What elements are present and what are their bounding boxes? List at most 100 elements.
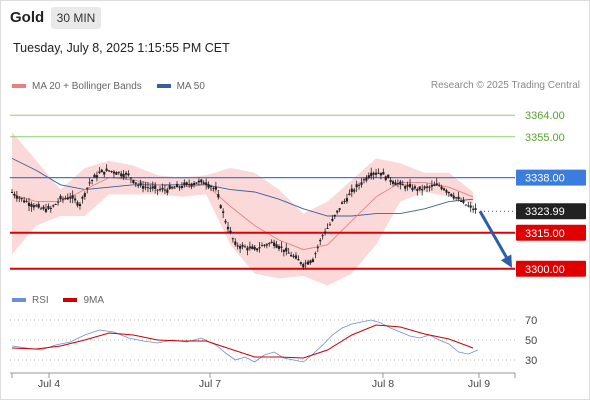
- candle-body: [350, 188, 353, 192]
- candle-body: [154, 185, 157, 189]
- candle-body: [37, 204, 40, 208]
- candle-body: [139, 182, 142, 186]
- candle-body: [355, 184, 358, 188]
- candle-body: [64, 198, 67, 199]
- candle-body: [455, 197, 458, 199]
- time-axis: Jul 4 Jul 7 Jul 8 Jul 9: [10, 372, 516, 390]
- candle-body: [163, 189, 167, 191]
- candle-body: [316, 247, 319, 249]
- ma20-label: MA 20 + Bollinger Bands: [32, 80, 142, 92]
- candle-body: [304, 262, 307, 264]
- candle-body: [112, 171, 116, 174]
- candle-body: [445, 190, 448, 193]
- candle-body: [464, 204, 467, 206]
- candle-body: [158, 189, 162, 191]
- candle-body: [134, 182, 137, 184]
- resistance-2-label: 3364.00: [525, 110, 565, 122]
- candle-body: [141, 186, 145, 189]
- candle-body: [98, 171, 101, 173]
- candle-body: [188, 184, 191, 186]
- candle-body: [365, 177, 368, 181]
- candle-body: [239, 246, 242, 249]
- candle-body: [462, 199, 465, 203]
- candle-body: [260, 245, 264, 247]
- candle-body: [299, 262, 302, 265]
- candle-body: [212, 187, 215, 189]
- candle-body: [333, 214, 336, 217]
- candle-body: [275, 244, 278, 248]
- candle-body: [377, 172, 380, 174]
- candle-body: [231, 238, 234, 240]
- candle-body: [319, 239, 322, 242]
- candle-body: [115, 172, 118, 175]
- candle-body: [35, 205, 38, 207]
- candle-body: [15, 195, 18, 199]
- candle-body: [20, 198, 23, 200]
- ma50-line: [11, 157, 474, 217]
- candle-body: [372, 172, 375, 175]
- candle-body: [302, 264, 305, 268]
- candle-body: [40, 208, 43, 210]
- candle-body: [209, 186, 213, 188]
- candle-body: [129, 177, 133, 179]
- candle-body: [243, 246, 247, 248]
- candle-body: [226, 226, 230, 230]
- candle-body: [387, 174, 390, 179]
- candle-body: [287, 252, 290, 254]
- candle-body: [86, 187, 89, 189]
- time-tick-label: Jul 9: [468, 378, 490, 390]
- candle-body: [32, 205, 35, 208]
- candle-body: [54, 204, 57, 205]
- candle-body: [124, 172, 128, 175]
- candle-body: [374, 172, 378, 175]
- candle-body: [202, 182, 205, 185]
- ma50-swatch: [156, 84, 171, 88]
- candle-body: [353, 189, 356, 192]
- candle-body: [149, 187, 152, 189]
- ma9-line: [11, 324, 474, 359]
- candle-body: [321, 235, 324, 237]
- candle-body: [117, 171, 120, 173]
- candle-body: [151, 186, 154, 189]
- candle-body: [214, 186, 217, 190]
- ma9-swatch: [63, 298, 78, 302]
- candle-body: [251, 246, 254, 249]
- candle-body: [71, 195, 74, 199]
- candle-body: [18, 197, 21, 199]
- candle-body: [401, 184, 404, 186]
- research-credit: Research © 2025 Trading Central: [430, 80, 580, 91]
- candle-body: [90, 180, 94, 181]
- candle-body: [248, 246, 251, 249]
- candle-body: [234, 241, 237, 245]
- candle-body: [83, 193, 86, 197]
- candle-body: [421, 189, 424, 191]
- candle-body: [336, 210, 339, 213]
- candle-body: [428, 186, 431, 188]
- candle-body: [219, 205, 222, 209]
- candle-body: [224, 220, 227, 223]
- candle-body: [144, 186, 147, 188]
- candle-body: [69, 196, 72, 199]
- candle-body: [382, 171, 385, 175]
- rsi-line: [11, 319, 479, 363]
- candle-body: [127, 173, 130, 176]
- candle-body: [285, 247, 288, 252]
- candle-body: [399, 181, 402, 185]
- time-tick-label: Jul 4: [38, 378, 60, 390]
- candle-body: [57, 201, 60, 203]
- candle-body: [107, 170, 111, 172]
- candle-body: [120, 173, 123, 177]
- candle-body: [411, 187, 414, 191]
- candle-body: [459, 200, 463, 202]
- support-1-label: 3315.00: [525, 228, 565, 240]
- timeframe-badge[interactable]: 30 MIN: [51, 7, 101, 29]
- candle-body: [450, 193, 453, 197]
- forecast-arrow-head: [500, 254, 512, 268]
- candle-body: [404, 186, 407, 189]
- candle-body: [13, 193, 16, 196]
- candle-body: [345, 198, 349, 202]
- candle-body: [95, 175, 99, 178]
- candle-body: [66, 197, 69, 200]
- candle-body: [391, 181, 395, 184]
